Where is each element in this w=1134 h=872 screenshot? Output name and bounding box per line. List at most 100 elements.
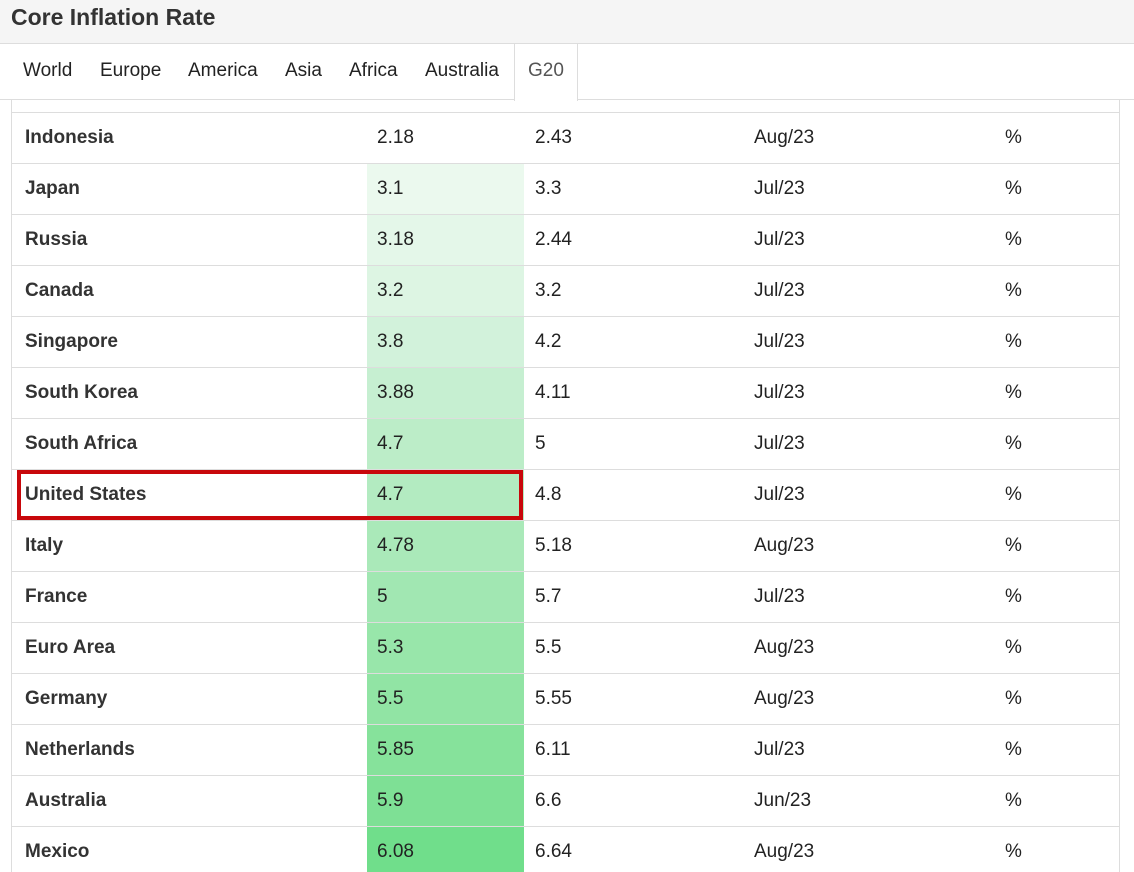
reference-cell: Jul/23	[754, 280, 805, 301]
unit-cell: %	[1005, 433, 1022, 454]
country-link[interactable]: United States	[25, 484, 147, 505]
country-link[interactable]: Singapore	[25, 331, 118, 352]
tab-asia[interactable]: Asia	[285, 60, 322, 81]
last-value-cell: 5.85	[367, 725, 524, 775]
table-row[interactable]: South Korea 3.88 4.11 Jul/23%	[12, 367, 1119, 418]
reference-cell: Jul/23	[754, 433, 805, 454]
last-value-cell: 4.7	[367, 419, 524, 469]
country-link[interactable]: Russia	[25, 229, 88, 250]
region-tabs: World Europe America Asia Africa Austral…	[0, 44, 1134, 101]
unit-cell: %	[1005, 127, 1022, 148]
country-link[interactable]: Japan	[25, 178, 80, 199]
unit-cell: %	[1005, 382, 1022, 403]
country-link[interactable]: Indonesia	[25, 127, 114, 148]
last-value-cell: 5.9	[367, 776, 524, 826]
country-link[interactable]: Euro Area	[25, 637, 116, 658]
last-value-cell: 2.18	[367, 113, 524, 163]
tab-world[interactable]: World	[23, 60, 73, 81]
last-value-cell: 3.88	[367, 368, 524, 418]
reference-cell: Aug/23	[754, 688, 815, 709]
table-row[interactable]: United States 4.7 4.8 Jul/23%	[12, 469, 1119, 520]
tab-africa[interactable]: Africa	[349, 60, 398, 81]
table-row[interactable]: Italy 4.78 5.18 Aug/23%	[12, 520, 1119, 571]
table-row[interactable]: Canada 3.2 3.2 Jul/23%	[12, 265, 1119, 316]
reference-cell: Aug/23	[754, 535, 815, 556]
table-row[interactable]: Indonesia 2.18 2.43 Aug/23%	[12, 112, 1119, 163]
reference-cell: Aug/23	[754, 841, 815, 862]
unit-cell: %	[1005, 484, 1022, 505]
country-link[interactable]: France	[25, 586, 88, 607]
tab-europe[interactable]: Europe	[100, 60, 162, 81]
table-row[interactable]: Singapore 3.8 4.2 Jul/23%	[12, 316, 1119, 367]
unit-cell: %	[1005, 637, 1022, 658]
unit-cell: %	[1005, 535, 1022, 556]
previous-value-cell: 5.55	[535, 688, 572, 709]
previous-value-cell: 5.5	[535, 637, 562, 658]
previous-value-cell: 6.64	[535, 841, 572, 862]
table-row[interactable]: Euro Area 5.3 5.5 Aug/23%	[12, 622, 1119, 673]
last-value-cell: 5.3	[367, 623, 524, 673]
unit-cell: %	[1005, 688, 1022, 709]
table-row[interactable]: South Africa 4.7 5 Jul/23%	[12, 418, 1119, 469]
unit-cell: %	[1005, 229, 1022, 250]
previous-value-cell: 4.2	[535, 331, 562, 352]
inflation-table: Indonesia 2.18 2.43 Aug/23% Japan 3.1 3.3 Jul/2…	[11, 100, 1120, 872]
table-row[interactable]: Mexico 6.08 6.64 Aug/23%	[12, 826, 1119, 872]
table-row[interactable]: France 5 5.7 Jul/23%	[12, 571, 1119, 622]
previous-value-cell: 4.8	[535, 484, 562, 505]
reference-cell: Aug/23	[754, 127, 815, 148]
unit-cell: %	[1005, 790, 1022, 811]
previous-value-cell: 5	[535, 433, 546, 454]
previous-value-cell: 5.7	[535, 586, 562, 607]
table-row[interactable]: Australia 5.9 6.6 Jun/23%	[12, 775, 1119, 826]
previous-value-cell: 3.3	[535, 178, 562, 199]
country-link[interactable]: Netherlands	[25, 739, 135, 760]
table-row[interactable]: Netherlands 5.85 6.11 Jul/23%	[12, 724, 1119, 775]
reference-cell: Jul/23	[754, 229, 805, 250]
reference-cell: Jun/23	[754, 790, 812, 811]
unit-cell: %	[1005, 841, 1022, 862]
table-row[interactable]: Japan 3.1 3.3 Jul/23%	[12, 163, 1119, 214]
unit-cell: %	[1005, 739, 1022, 760]
page-title: Core Inflation Rate	[11, 4, 216, 30]
previous-value-cell: 2.44	[535, 229, 572, 250]
previous-value-cell: 6.11	[535, 739, 571, 760]
last-value-cell: 3.18	[367, 215, 524, 265]
last-value-cell: 6.08	[367, 827, 524, 872]
last-value-cell: 3.8	[367, 317, 524, 367]
reference-cell: Jul/23	[754, 382, 805, 403]
reference-cell: Jul/23	[754, 331, 805, 352]
country-link[interactable]: South Africa	[25, 433, 138, 454]
country-link[interactable]: Germany	[25, 688, 108, 709]
table-row[interactable]: Russia 3.18 2.44 Jul/23%	[12, 214, 1119, 265]
reference-cell: Aug/23	[754, 637, 815, 658]
tab-america[interactable]: America	[188, 60, 258, 81]
last-value-cell: 5	[367, 572, 524, 622]
last-value-cell: 4.7	[367, 470, 524, 520]
last-value-cell: 3.1	[367, 164, 524, 214]
unit-cell: %	[1005, 178, 1022, 199]
unit-cell: %	[1005, 586, 1022, 607]
country-link[interactable]: Australia	[25, 790, 107, 811]
reference-cell: Jul/23	[754, 484, 805, 505]
last-value-cell: 5.5	[367, 674, 524, 724]
reference-cell: Jul/23	[754, 178, 805, 199]
country-link[interactable]: Mexico	[25, 841, 90, 862]
country-link[interactable]: South Korea	[25, 382, 138, 403]
reference-cell: Jul/23	[754, 739, 805, 760]
reference-cell: Jul/23	[754, 586, 805, 607]
previous-value-cell: 3.2	[535, 280, 562, 301]
tab-australia[interactable]: Australia	[425, 60, 499, 81]
tab-g20[interactable]: G20	[514, 44, 578, 101]
table-row[interactable]: Germany 5.5 5.55 Aug/23%	[12, 673, 1119, 724]
last-value-cell: 4.78	[367, 521, 524, 571]
unit-cell: %	[1005, 280, 1022, 301]
previous-value-cell: 4.11	[535, 382, 571, 403]
unit-cell: %	[1005, 331, 1022, 352]
previous-value-cell: 5.18	[535, 535, 572, 556]
country-link[interactable]: Italy	[25, 535, 64, 556]
country-link[interactable]: Canada	[25, 280, 94, 301]
last-value-cell: 3.2	[367, 266, 524, 316]
previous-value-cell: 2.43	[535, 127, 572, 148]
title-bar: Core Inflation Rate	[0, 0, 1134, 44]
